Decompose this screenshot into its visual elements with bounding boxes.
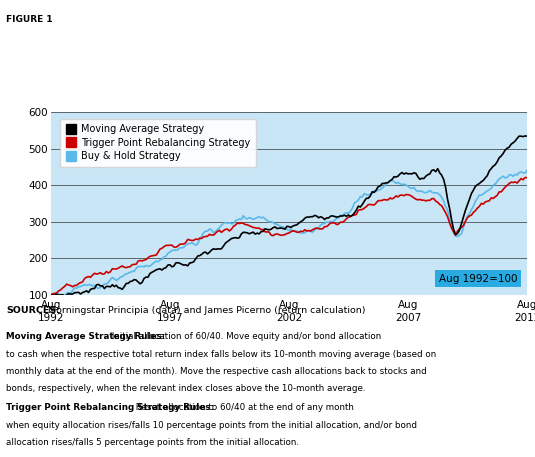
Text: Moving Average Strategy Rules:: Moving Average Strategy Rules: xyxy=(6,332,166,341)
Text: Reset allocation to 60/40 at the end of any month: Reset allocation to 60/40 at the end of … xyxy=(133,404,354,412)
Text: Aug 1992=100: Aug 1992=100 xyxy=(439,274,517,284)
Text: allocation rises/falls 5 percentage points from the initial allocation.: allocation rises/falls 5 percentage poin… xyxy=(6,438,300,447)
Text: FIGURE 1: FIGURE 1 xyxy=(6,15,53,24)
Text: to cash when the respective total return index falls below its 10-month moving a: to cash when the respective total return… xyxy=(6,350,437,359)
Text: Initial allocation of 60/40. Move equity and/or bond allocation: Initial allocation of 60/40. Move equity… xyxy=(109,332,381,341)
Text: SOURCES:: SOURCES: xyxy=(6,306,60,315)
Legend: Moving Average Strategy, Trigger Point Rebalancing Strategy, Buy & Hold Strategy: Moving Average Strategy, Trigger Point R… xyxy=(60,119,256,167)
Text: The Technical Edge: The Technical Edge xyxy=(10,27,188,45)
Text: monthly data at the end of the month). Move the respective cash allocations back: monthly data at the end of the month). M… xyxy=(6,367,427,376)
Text: bonds, respectively, when the relevant index closes above the 10-month average.: bonds, respectively, when the relevant i… xyxy=(6,384,366,393)
Text: when equity allocation rises/falls 10 percentage points from the initial allocat: when equity allocation rises/falls 10 pe… xyxy=(6,421,417,430)
Text: Total return indices, based on monthly data. All strategies initially weighted 6: Total return indices, based on monthly d… xyxy=(10,66,452,87)
Text: Morningstar Principia (data) and James Picerno (return calculation): Morningstar Principia (data) and James P… xyxy=(45,306,365,315)
Text: Trigger Point Rebalancing Strategy Rules:: Trigger Point Rebalancing Strategy Rules… xyxy=(6,404,215,412)
